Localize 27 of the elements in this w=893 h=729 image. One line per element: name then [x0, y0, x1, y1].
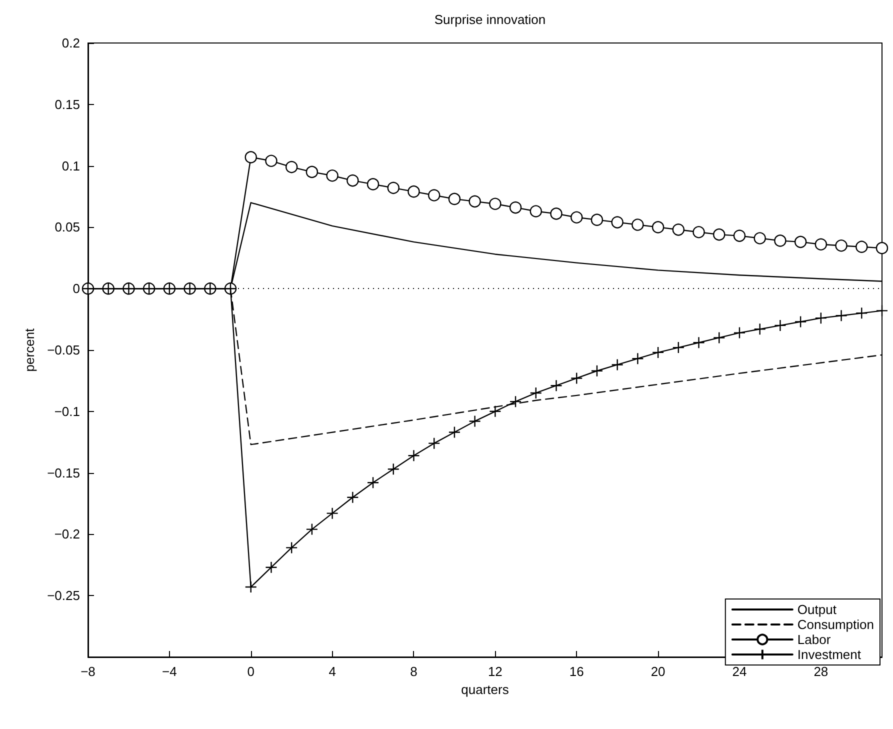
legend-label: Output — [797, 602, 837, 617]
chart-title: Surprise innovation — [434, 12, 546, 27]
y-tick-label: −0.2 — [54, 526, 80, 542]
x-tick-label: 8 — [410, 664, 418, 679]
x-tick-label: 28 — [814, 664, 828, 679]
x-tick-label: 20 — [650, 664, 666, 679]
y-axis-title: percent — [22, 328, 38, 372]
x-tick-label: 12 — [488, 664, 502, 679]
x-tick-label: 16 — [569, 664, 584, 679]
legend-label: Investment — [797, 647, 862, 662]
x-tick-label: 4 — [328, 664, 336, 679]
y-tick-label: −0.15 — [47, 465, 80, 480]
x-tick-label: 24 — [732, 664, 747, 679]
y-tick-label: −0.25 — [47, 588, 80, 604]
y-tick-label: −0.05 — [47, 342, 80, 358]
y-tick-label: 0.2 — [62, 36, 80, 50]
y-tick-label: 0 — [72, 281, 80, 296]
y-tick-label: −0.1 — [54, 404, 80, 419]
y-tick-label: 0.05 — [54, 220, 80, 235]
x-tick-label: −4 — [162, 664, 177, 679]
x-tick-label: −8 — [80, 664, 96, 679]
x-tick-label: 0 — [247, 664, 254, 679]
legend-label: Consumption — [797, 617, 874, 632]
y-tick-label: 0.1 — [62, 158, 80, 174]
x-axis-title: quarters — [461, 682, 510, 697]
legend-label: Labor — [797, 632, 832, 647]
y-tick-label: 0.15 — [54, 96, 80, 112]
